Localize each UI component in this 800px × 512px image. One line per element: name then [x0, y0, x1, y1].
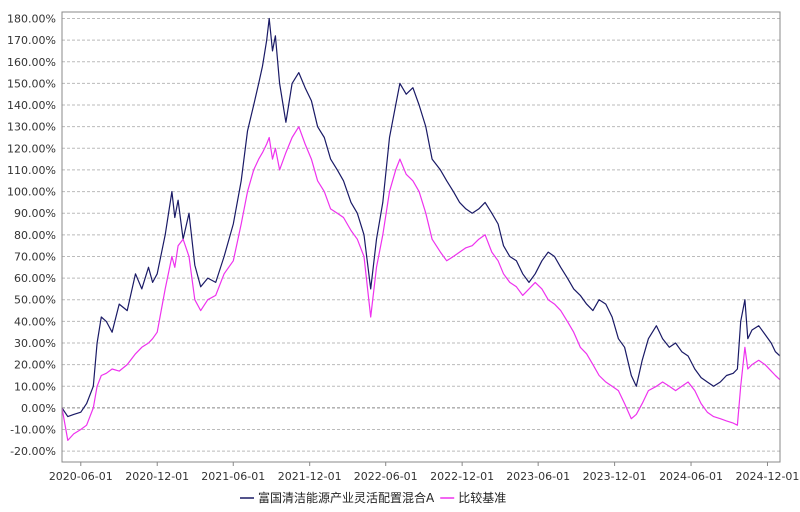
y-tick-label: 170.00%: [7, 34, 56, 47]
y-tick-label: 130.00%: [7, 121, 56, 134]
legend: 富国清洁能源产业灵活配置混合A 比较基准: [240, 490, 506, 505]
series-line-fund: [61, 17, 781, 418]
y-tick-label: 160.00%: [7, 56, 56, 69]
x-tick-label: 2024-06-01: [659, 470, 723, 483]
y-tick-label: 110.00%: [7, 164, 56, 177]
y-tick-label: 60.00%: [14, 272, 56, 285]
y-tick-label: 20.00%: [14, 359, 56, 372]
x-tick-label: 2021-06-01: [201, 470, 265, 483]
legend-label-benchmark: 比较基准: [458, 490, 506, 505]
x-tick-label: 2022-12-01: [430, 470, 494, 483]
y-tick-label: 80.00%: [14, 229, 56, 242]
legend-label-fund: 富国清洁能源产业灵活配置混合A: [258, 490, 435, 505]
y-tick-label: 30.00%: [14, 337, 56, 350]
y-tick-label: 50.00%: [14, 294, 56, 307]
x-tick-label: 2022-06-01: [354, 470, 418, 483]
x-tick-label: 2023-06-01: [506, 470, 570, 483]
y-tick-label: 10.00%: [14, 380, 56, 393]
y-tick-label: 40.00%: [14, 315, 56, 328]
x-tick-label: 2021-12-01: [278, 470, 342, 483]
y-tick-label: 70.00%: [14, 250, 56, 263]
y-tick-label: 150.00%: [7, 77, 56, 90]
x-tick-label: 2020-12-01: [125, 470, 189, 483]
y-tick-label: -20.00%: [10, 445, 56, 458]
x-tick-label: 2023-12-01: [583, 470, 647, 483]
plot-frame: [61, 11, 781, 463]
y-tick-label: -10.00%: [10, 424, 56, 437]
x-tick-label: 2020-06-01: [49, 470, 113, 483]
y-tick-label: 90.00%: [14, 207, 56, 220]
y-tick-label: 120.00%: [7, 142, 56, 155]
x-tick-label: 2024-12-01: [736, 470, 800, 483]
y-tick-label: 180.00%: [7, 12, 56, 25]
series-lines: [61, 17, 781, 441]
y-axis-ticks: -20.00% -10.00% 0.00% 10.00% 20.00% 30.00% 40.…: [7, 12, 56, 458]
x-axis-ticks: 2020-06-01 2020-12-01 2021-06-01 2021-12-01…: [49, 462, 800, 483]
y-tick-label: 100.00%: [7, 186, 56, 199]
y-tick-label: 140.00%: [7, 99, 56, 112]
y-tick-label: 0.00%: [21, 402, 56, 415]
series-line-benchmark: [61, 126, 781, 441]
